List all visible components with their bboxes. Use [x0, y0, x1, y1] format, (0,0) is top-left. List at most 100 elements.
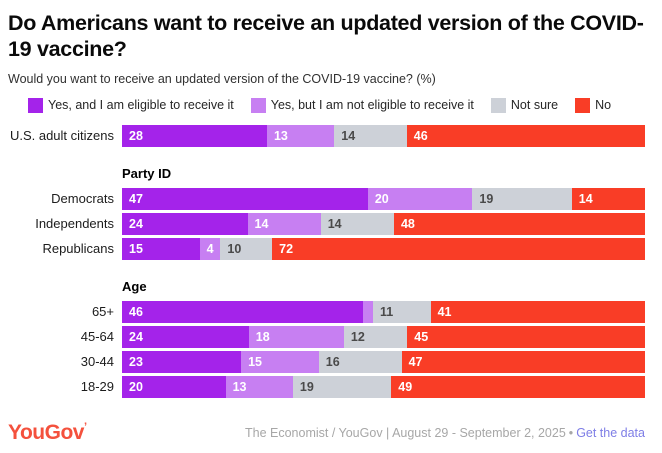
bar: 47 20 19 14: [122, 187, 645, 210]
segment-value: 11: [380, 304, 394, 319]
legend-item: Yes, and I am eligible to receive it: [28, 97, 234, 113]
chart-subtitle: Would you want to receive an updated ver…: [8, 71, 436, 86]
legend-label: Yes, and I am eligible to receive it: [48, 98, 234, 113]
segment-value: 28: [129, 128, 143, 143]
bar: 23 15 16 47: [122, 350, 645, 373]
bar-segment: 47: [122, 187, 368, 210]
bar-segment: 46: [406, 124, 645, 147]
bar-segment: 15: [241, 350, 319, 373]
bar-segment: 72: [272, 237, 645, 260]
yougov-logo: YouGov’: [8, 421, 87, 445]
row-label: Independents: [35, 216, 114, 232]
row-label: 45-64: [80, 329, 114, 345]
bar-segment: 13: [266, 124, 335, 147]
bar-segment: 19: [292, 375, 392, 398]
segment-value: 46: [129, 304, 143, 319]
chart-row: Independents 24 14 14 48: [8, 212, 645, 235]
bar-segment: 14: [320, 212, 394, 235]
legend-item: Not sure: [490, 97, 559, 113]
segment-value: 47: [129, 191, 143, 206]
bar-segment: 18: [248, 325, 344, 348]
bar-segment: 10: [220, 237, 273, 260]
legend-label: Not sure: [510, 98, 559, 113]
chart-row: U.S. adult citizens 28 13 14 46: [8, 124, 645, 147]
bar-segment: 16: [318, 350, 402, 373]
segment-value: 15: [248, 354, 262, 369]
bar-segment: 23: [122, 350, 242, 373]
bar-segment: 46: [122, 300, 363, 323]
segment-value: 24: [129, 216, 143, 231]
segment-value: 14: [327, 216, 342, 231]
segment-value: 14: [578, 191, 593, 206]
legend-swatch: [575, 97, 591, 113]
bar: 15 4 10 72: [122, 237, 645, 260]
segment-value: 45: [414, 329, 429, 344]
legend: Yes, and I am eligible to receive it Yes,…: [28, 97, 645, 113]
group-header: Age: [122, 278, 147, 294]
bar-segment: 45: [407, 325, 645, 348]
row-label: 65+: [91, 304, 114, 320]
segment-value: 16: [325, 354, 340, 369]
bar-segment: 41: [430, 300, 645, 323]
segment-value: 24: [129, 329, 143, 344]
bar-segment: 13: [225, 375, 293, 398]
row-label: Republicans: [42, 241, 114, 257]
source-text: The Economist / YouGov | August 29 - Sep…: [244, 426, 566, 440]
bar-segment: 14: [334, 124, 407, 147]
bar-segment: 24: [122, 325, 249, 348]
segment-value: 14: [341, 128, 356, 143]
footer: YouGov’ The Economist / YouGov | August …: [8, 421, 645, 445]
legend-label: Yes, but I am not eligible to receive it: [270, 98, 474, 113]
segment-value: 46: [413, 128, 428, 143]
source-attribution: The Economist / YouGov | August 29 - Sep…: [245, 426, 645, 440]
segment-value: 47: [408, 354, 423, 369]
bar-segment: 20: [367, 187, 473, 210]
segment-value: 72: [279, 241, 294, 256]
stacked-bar-chart: U.S. adult citizens 28 13 14 46 Party ID Democ…: [8, 124, 645, 401]
get-the-data-link[interactable]: Get the data: [576, 426, 645, 440]
bar-segment: 24: [122, 212, 248, 235]
bar: 28 13 14 46: [122, 124, 645, 147]
bar: 46 11 41: [122, 300, 645, 323]
segment-value: 4: [206, 241, 214, 256]
row-label: U.S. adult citizens: [9, 128, 114, 144]
segment-value: 13: [273, 128, 288, 143]
row-label: 18-29: [80, 379, 114, 395]
bar-segment: 11: [373, 300, 431, 323]
chart-row: Democrats 47 20 19 14: [8, 187, 645, 210]
chart-row: 45-64 24 18 12 45: [8, 325, 645, 348]
bar: 20 13 19 49: [122, 375, 645, 398]
chart-row: 30-44 23 15 16 47: [8, 350, 645, 373]
segment-value: 48: [400, 216, 415, 231]
bar-segment: 47: [401, 350, 645, 373]
segment-value: 12: [350, 329, 365, 344]
segment-value: 15: [129, 241, 143, 256]
segment-value: 19: [299, 379, 314, 394]
bar-segment: 48: [393, 212, 645, 235]
segment-value: 18: [255, 329, 270, 344]
legend-swatch: [28, 97, 43, 113]
legend-swatch: [250, 97, 266, 113]
bar-segment: 12: [343, 325, 408, 348]
bar-segment: 19: [472, 187, 572, 210]
bar-segment: 14: [571, 187, 645, 210]
legend-label: No: [595, 98, 612, 113]
bar-segment: 20: [122, 375, 226, 398]
segment-value: 14: [254, 216, 269, 231]
segment-value: 20: [374, 191, 389, 206]
segment-value: 19: [479, 191, 494, 206]
segment-value: 23: [129, 354, 143, 369]
segment-value: 20: [129, 379, 143, 394]
bar-segment: 15: [122, 237, 200, 260]
chart-row: 65+ 46 11 41: [8, 300, 645, 323]
bar-segment: 4: [199, 237, 221, 260]
chart-row: 18-29 20 13 19 49: [8, 375, 645, 398]
yougov-logo-text: YouGov: [8, 421, 84, 444]
row-label: Democrats: [51, 191, 114, 207]
bar: 24 14 14 48: [122, 212, 645, 235]
segment-value: 41: [437, 304, 452, 319]
row-label: 30-44: [80, 354, 114, 370]
bar-segment: 28: [122, 124, 267, 147]
segment-value: 10: [227, 241, 242, 256]
